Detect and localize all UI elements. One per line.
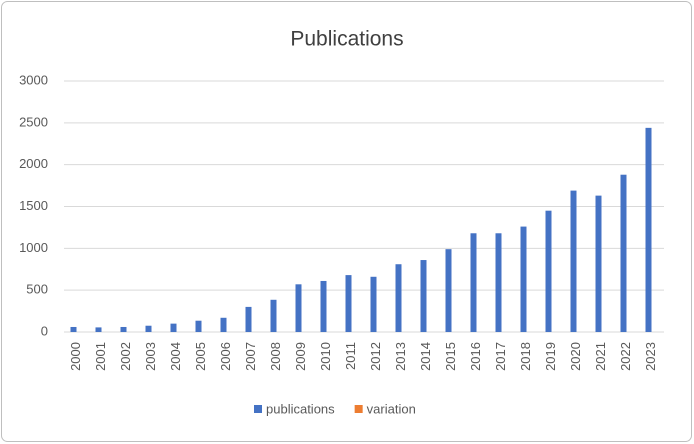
y-tick-label: 1500 <box>19 198 48 213</box>
x-tick-label: 2007 <box>243 342 258 371</box>
x-tick-label: 2005 <box>193 342 208 371</box>
x-tick-label: 2017 <box>493 342 508 371</box>
y-tick-label: 3000 <box>19 72 48 87</box>
bar <box>245 306 252 332</box>
x-tick-label: 2009 <box>293 342 308 371</box>
bar <box>520 226 527 332</box>
x-tick-label: 2003 <box>143 342 158 371</box>
bar <box>445 249 452 332</box>
legend-swatch <box>354 405 363 413</box>
bar <box>470 233 477 332</box>
y-tick-label: 2000 <box>19 156 48 171</box>
bar <box>570 190 577 332</box>
x-tick-label: 2022 <box>618 342 633 371</box>
y-tick-label: 0 <box>41 323 48 338</box>
bar <box>145 325 152 332</box>
x-tick-label: 2004 <box>168 342 183 371</box>
x-tick-label: 2012 <box>368 342 383 371</box>
bar <box>270 299 277 332</box>
legend-label: variation <box>367 401 416 416</box>
bar <box>420 260 427 332</box>
bar <box>620 174 627 332</box>
bar <box>645 127 652 332</box>
x-tick-label: 2002 <box>118 342 133 371</box>
bar <box>120 326 127 332</box>
x-tick-label: 2001 <box>93 342 108 371</box>
x-tick-label: 2018 <box>518 342 533 371</box>
x-tick-label: 2023 <box>643 342 658 371</box>
bar <box>595 195 602 332</box>
x-tick-label: 2020 <box>568 342 583 371</box>
x-tick-label: 2000 <box>68 342 83 371</box>
x-tick-label: 2021 <box>593 342 608 371</box>
legend-label: publications <box>266 401 335 416</box>
x-tick-label: 2015 <box>443 342 458 371</box>
bar <box>495 233 502 332</box>
bar <box>395 264 402 332</box>
bar <box>95 327 102 332</box>
y-tick-label: 2500 <box>19 114 48 129</box>
x-tick-label: 2013 <box>393 342 408 371</box>
x-tick-label: 2008 <box>268 342 283 371</box>
chart-title: Publications <box>290 28 403 51</box>
bar <box>545 210 552 332</box>
x-tick-label: 2011 <box>343 342 358 370</box>
bar <box>320 280 327 332</box>
legend-swatch <box>254 405 262 413</box>
x-tick-label: 2019 <box>543 342 558 371</box>
x-tick-label: 2016 <box>468 342 483 371</box>
bar <box>345 275 352 332</box>
bar <box>295 284 302 332</box>
bar <box>195 320 202 332</box>
y-tick-label: 1000 <box>19 240 48 255</box>
bar <box>170 323 177 332</box>
x-tick-label: 2014 <box>418 342 433 371</box>
x-tick-label: 2006 <box>218 342 233 371</box>
bar <box>220 317 227 332</box>
y-tick-label: 500 <box>26 282 48 297</box>
bar <box>370 276 377 332</box>
bar <box>70 326 77 332</box>
x-tick-label: 2010 <box>318 342 333 371</box>
